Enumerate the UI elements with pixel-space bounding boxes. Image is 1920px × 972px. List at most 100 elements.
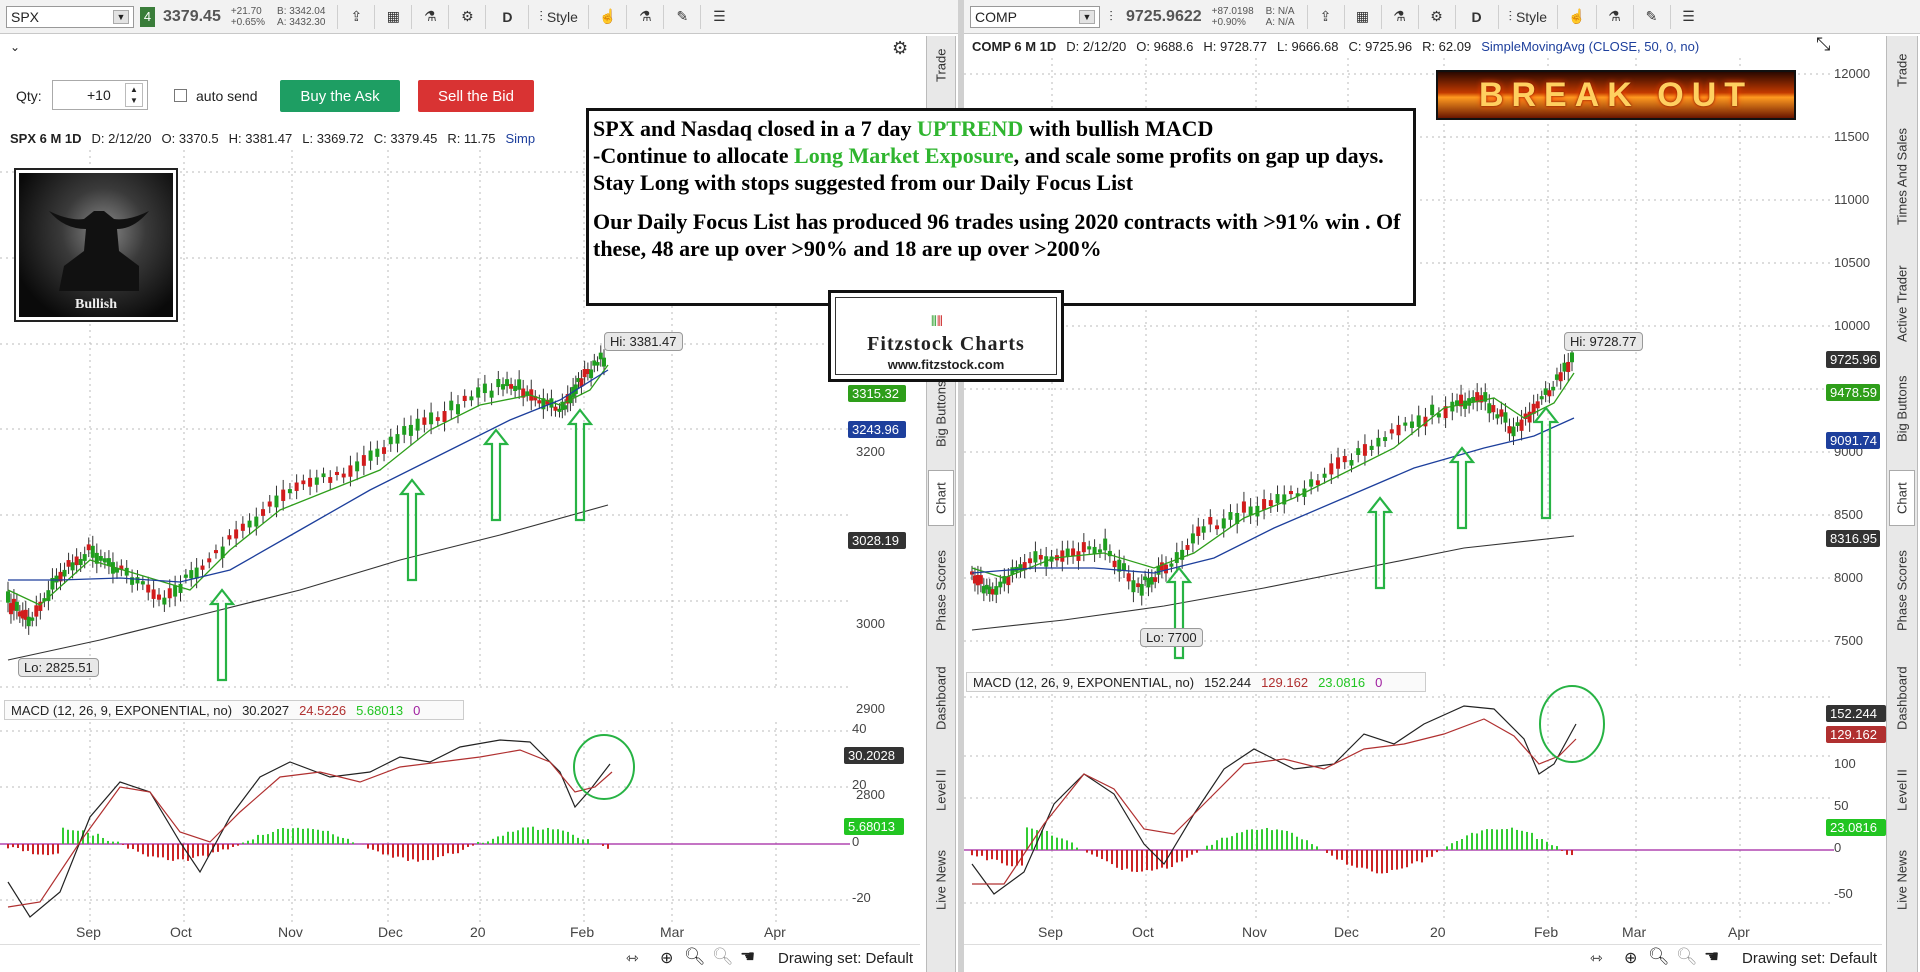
bull-silhouette-icon: [49, 211, 149, 291]
share-icon[interactable]: ⇪: [350, 8, 363, 24]
left-symbol-select[interactable]: SPX ▼: [6, 5, 134, 28]
side-tab-level-ii[interactable]: Level II: [933, 769, 949, 811]
left-macd-title[interactable]: MACD (12, 26, 9, EXPONENTIAL, no): [11, 702, 233, 718]
candle-body: [1126, 573, 1131, 582]
auto-send-checkbox[interactable]: [174, 89, 187, 102]
candle-body: [1065, 548, 1070, 557]
candle-body: [553, 406, 558, 411]
right-aggregation-button[interactable]: D: [1471, 8, 1482, 25]
left-macd-chart[interactable]: [0, 722, 850, 922]
right-symbol-select[interactable]: COMP ▼: [970, 5, 1100, 28]
buy-ask-button[interactable]: Buy the Ask: [280, 80, 400, 112]
candle-body: [1107, 550, 1112, 557]
left-drawing-set[interactable]: Drawing set: Default: [778, 950, 914, 967]
drawing-tools-icon[interactable]: ✎: [676, 8, 689, 24]
menu-icon[interactable]: ☰: [1682, 8, 1695, 24]
price-tick-label: 12000: [1834, 66, 1871, 81]
expand-arrows-icon[interactable]: ⤡: [1816, 34, 1831, 54]
studies-flask-icon[interactable]: ⚗: [639, 8, 652, 24]
gear-icon[interactable]: ⚙: [1430, 8, 1443, 24]
zoom-in-icon[interactable]: 🔍︎: [684, 947, 706, 966]
link-icon[interactable]: ⫶: [1109, 8, 1113, 24]
sell-bid-button[interactable]: Sell the Bid: [418, 80, 534, 112]
side-tab-active-trader[interactable]: Active Trader: [1894, 265, 1910, 343]
right-chart-title[interactable]: COMP 6 M 1D: [972, 38, 1057, 54]
flask-icon[interactable]: ⚗: [424, 8, 437, 24]
side-tab-big-buttons[interactable]: Big Buttons: [933, 380, 949, 448]
left-symbol: SPX: [11, 8, 40, 25]
price-marker-label: 3028.19: [848, 532, 906, 549]
menu-icon[interactable]: ☰: [713, 8, 726, 24]
up-arrow-annotation: [398, 478, 426, 582]
price-marker-label: 30.2028: [844, 747, 904, 764]
candle-body: [517, 379, 522, 390]
left-aggregation-button[interactable]: D: [502, 8, 513, 25]
month-label: 20: [470, 924, 486, 940]
up-arrow-annotation: [1366, 496, 1394, 590]
side-tab-big-buttons[interactable]: Big Buttons: [1894, 375, 1910, 443]
right-drawing-set[interactable]: Drawing set: Default: [1742, 950, 1878, 967]
macd-line: [971, 705, 1577, 895]
candle-body: [1006, 576, 1011, 586]
candle-body: [1196, 526, 1201, 536]
pan-hand-icon[interactable]: ☚: [740, 947, 756, 966]
right-macd-chart[interactable]: [964, 685, 1834, 920]
pan-hand-icon[interactable]: ☚: [1704, 947, 1720, 966]
crosshair-icon[interactable]: ⊕: [660, 950, 674, 967]
stepper-arrows-icon[interactable]: ▲ ▼: [125, 83, 143, 107]
left-chart-title[interactable]: SPX 6 M 1D: [10, 130, 82, 146]
zoom-out-icon[interactable]: 🔍︎: [1676, 947, 1698, 966]
left-style-button[interactable]: ⫶ Style: [535, 5, 582, 29]
left-change-block: +21.70 +0.65%: [231, 6, 265, 28]
side-tab-chart[interactable]: Chart: [928, 470, 954, 526]
right-study[interactable]: SimpleMovingAvg (CLOSE, 50, 0, no): [1481, 38, 1700, 54]
scroll-arrows-icon[interactable]: ⇿: [1590, 950, 1603, 967]
candle-body: [1201, 526, 1206, 533]
candle-body: [1022, 562, 1027, 571]
price-tick-label: 10500: [1834, 255, 1871, 270]
side-tab-trade[interactable]: Trade: [933, 48, 949, 82]
left-study[interactable]: Simp: [505, 130, 536, 146]
left-price-header: SPX 6 M 1D D: 2/12/20 O: 3370.5 H: 3381.…: [4, 128, 584, 148]
drawing-tools-icon[interactable]: ✎: [1645, 8, 1658, 24]
crosshair-icon[interactable]: ⊕: [1624, 950, 1638, 967]
side-tab-live-news[interactable]: Live News: [1894, 850, 1910, 910]
side-tab-times-and-sales[interactable]: Times And Sales: [1894, 127, 1910, 225]
left-link-badge[interactable]: 4: [140, 6, 155, 27]
right-macd-title[interactable]: MACD (12, 26, 9, EXPONENTIAL, no): [973, 674, 1195, 690]
right-date: D: 2/12/20: [1066, 38, 1127, 54]
right-symbol: COMP: [975, 8, 1017, 25]
scroll-arrows-icon[interactable]: ⇿: [626, 950, 639, 967]
zoom-out-icon[interactable]: 🔍︎: [712, 947, 734, 966]
right-bottom-bar: ⇿ ⊕ 🔍︎ 🔍︎ ☚ Drawing set: Default: [964, 944, 1882, 972]
calendar-icon[interactable]: ▦: [1355, 8, 1370, 24]
breakout-text: BREAK OUT: [1478, 75, 1754, 114]
settings-gear-icon[interactable]: ⚙: [892, 38, 909, 58]
right-hi-label: Hi: 9728.77: [1564, 332, 1643, 351]
hand-icon[interactable]: ☝: [598, 8, 617, 24]
qty-stepper[interactable]: +10 ▲ ▼: [52, 80, 148, 110]
side-tab-dashboard[interactable]: Dashboard: [933, 666, 949, 730]
candle-body: [1342, 455, 1347, 463]
sma-50-line: [8, 369, 609, 583]
zoom-in-icon[interactable]: 🔍︎: [1648, 947, 1670, 966]
side-tab-phase-scores[interactable]: Phase Scores: [1894, 550, 1910, 632]
side-tab-level-ii[interactable]: Level II: [1894, 769, 1910, 811]
side-tab-phase-scores[interactable]: Phase Scores: [933, 550, 949, 632]
right-style-button[interactable]: ⫶ Style: [1505, 5, 1552, 29]
hand-icon[interactable]: ☝: [1568, 8, 1586, 24]
side-tab-live-news[interactable]: Live News: [933, 850, 949, 910]
candle-body: [573, 384, 578, 395]
share-icon[interactable]: ⇪: [1319, 8, 1332, 24]
candle-body: [537, 400, 542, 404]
studies-flask-icon[interactable]: ⚗: [1608, 8, 1621, 24]
flask-icon[interactable]: ⚗: [1393, 8, 1406, 24]
side-tab-trade[interactable]: Trade: [1894, 53, 1910, 87]
side-tab-chart[interactable]: Chart: [1889, 470, 1915, 526]
side-tab-dashboard[interactable]: Dashboard: [1894, 666, 1910, 730]
collapse-chevron-icon[interactable]: ⌄: [10, 40, 21, 54]
left-bid: B: 3342.04: [277, 5, 326, 17]
candle-body: [1416, 415, 1421, 427]
gear-icon[interactable]: ⚙: [461, 8, 474, 24]
calendar-icon[interactable]: ▦: [386, 8, 401, 24]
